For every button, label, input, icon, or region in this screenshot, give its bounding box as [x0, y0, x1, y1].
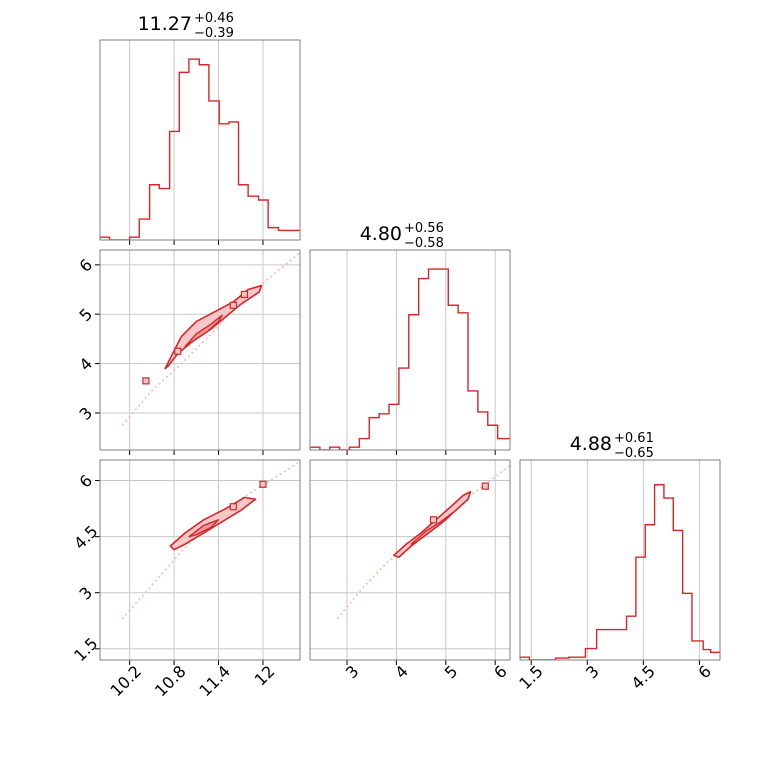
contour-p0-p1-contour-island-2 — [229, 301, 237, 309]
contour-p0-p1-contour-island-1 — [174, 347, 182, 355]
hist-p2-title-plus: +0.61 — [614, 431, 654, 446]
contour-p0-p2-frame — [99, 459, 301, 661]
hist-p0-content — [100, 58, 300, 240]
hist-p0-title-value: 11.27 — [138, 13, 192, 35]
contour-p0-p2-contour-island-0 — [229, 503, 237, 511]
contour-p1-p2-xtick-label-1: 4 — [391, 662, 412, 683]
contour-p1-p2-xtick-label-3: 6 — [490, 662, 511, 683]
hist-p1-content — [310, 268, 510, 450]
contour-p1-p2-contour-island-1 — [481, 482, 489, 490]
contour-p0-p2-ytick-label-3: 6 — [76, 471, 97, 492]
contour-p0-p2-contour-island-1 — [259, 480, 267, 488]
hist-p0-step-line — [100, 58, 300, 240]
hist-p2-content — [520, 484, 720, 660]
contour-p0-p2-xtick-label-0: 10.2 — [107, 662, 146, 701]
contour-p1-p2-panel: 3 4 5 6 — [309, 459, 511, 683]
contour-p0-p1-content — [121, 251, 300, 426]
contour-p1-p2-xtick-label-2: 5 — [441, 662, 462, 683]
contour-p1-p2-contour-inner — [410, 511, 454, 545]
contour-p0-p2-xtick-label-2: 11.4 — [195, 662, 234, 701]
contour-p0-p1-ytick-label-2: 5 — [76, 305, 97, 326]
hist-p2-xtick-label-2: 4.5 — [627, 662, 658, 693]
contour-p0-p2-xtick-label-3: 12 — [251, 662, 279, 690]
hist-p0-title-plus: +0.46 — [194, 11, 234, 26]
contour-p1-p2-contour-island-0 — [429, 516, 438, 524]
contour-p1-p2-content — [336, 464, 510, 620]
contour-p1-p2-contour-outer — [393, 490, 472, 558]
hist-p0-panel: 11.27 +0.46−0.39 — [99, 11, 301, 245]
contour-p0-p1-ytick-label-1: 4 — [76, 354, 97, 375]
contour-p0-p2-sample-trace — [121, 461, 300, 620]
contour-p0-p1-ytick-label-0: 3 — [76, 403, 97, 424]
hist-p1-frame — [309, 249, 511, 451]
hist-p1-title-value: 4.80 — [360, 223, 402, 245]
hist-p2-frame — [519, 459, 721, 661]
contour-p0-p1-panel: 3 4 5 6 — [76, 249, 301, 455]
hist-p1-step-line — [310, 268, 510, 450]
contour-p0-p2-xtick-label-1: 10.8 — [151, 662, 190, 701]
hist-p2-xtick-label-1: 3 — [582, 662, 603, 683]
hist-p2-title-minus: −0.65 — [614, 446, 654, 461]
hist-p2-xtick-label-0: 1.5 — [515, 662, 546, 693]
hist-p2-title-value: 4.88 — [570, 433, 612, 455]
contour-p0-p1-contour-island-0 — [142, 377, 150, 385]
contour-p0-p2-ytick-label-1: 3 — [76, 583, 97, 604]
hist-p2-step-line — [520, 484, 720, 660]
contour-p0-p1-sample-trace — [121, 251, 300, 426]
hist-p0-frame — [99, 39, 301, 241]
contour-p0-p2-contour-inner — [188, 519, 220, 538]
contour-p1-p2-xtick-label-0: 3 — [342, 662, 363, 683]
hist-p1-title-plus: +0.56 — [404, 221, 444, 236]
hist-p2-panel: 4.88 +0.61−0.65 1.5 3 4.5 6 — [515, 431, 721, 693]
contour-p0-p1-frame — [99, 249, 301, 451]
hist-p0-title-minus: −0.39 — [194, 26, 234, 41]
contour-p0-p2-ytick-label-2: 4.5 — [70, 522, 101, 553]
hist-p1-title-minus: −0.58 — [404, 236, 444, 251]
contour-p0-p1-contour-inner — [184, 314, 223, 347]
contour-p0-p2-content — [121, 461, 300, 620]
hist-p2-xtick-label-3: 6 — [694, 662, 715, 683]
contour-p0-p2-panel: 1.5 3 4.5 6 10.2 10.8 11.4 12 — [70, 459, 301, 701]
contour-p1-p2-frame — [309, 459, 511, 661]
contour-p1-p2-sample-trace — [336, 464, 510, 620]
contour-p0-p2-ytick-label-0: 1.5 — [70, 634, 101, 665]
hist-p1-panel: 4.80 +0.56−0.58 — [309, 221, 511, 455]
contour-p0-p1-ytick-label-3: 6 — [76, 255, 97, 276]
contour-p0-p1-contour-island-3 — [240, 290, 249, 299]
